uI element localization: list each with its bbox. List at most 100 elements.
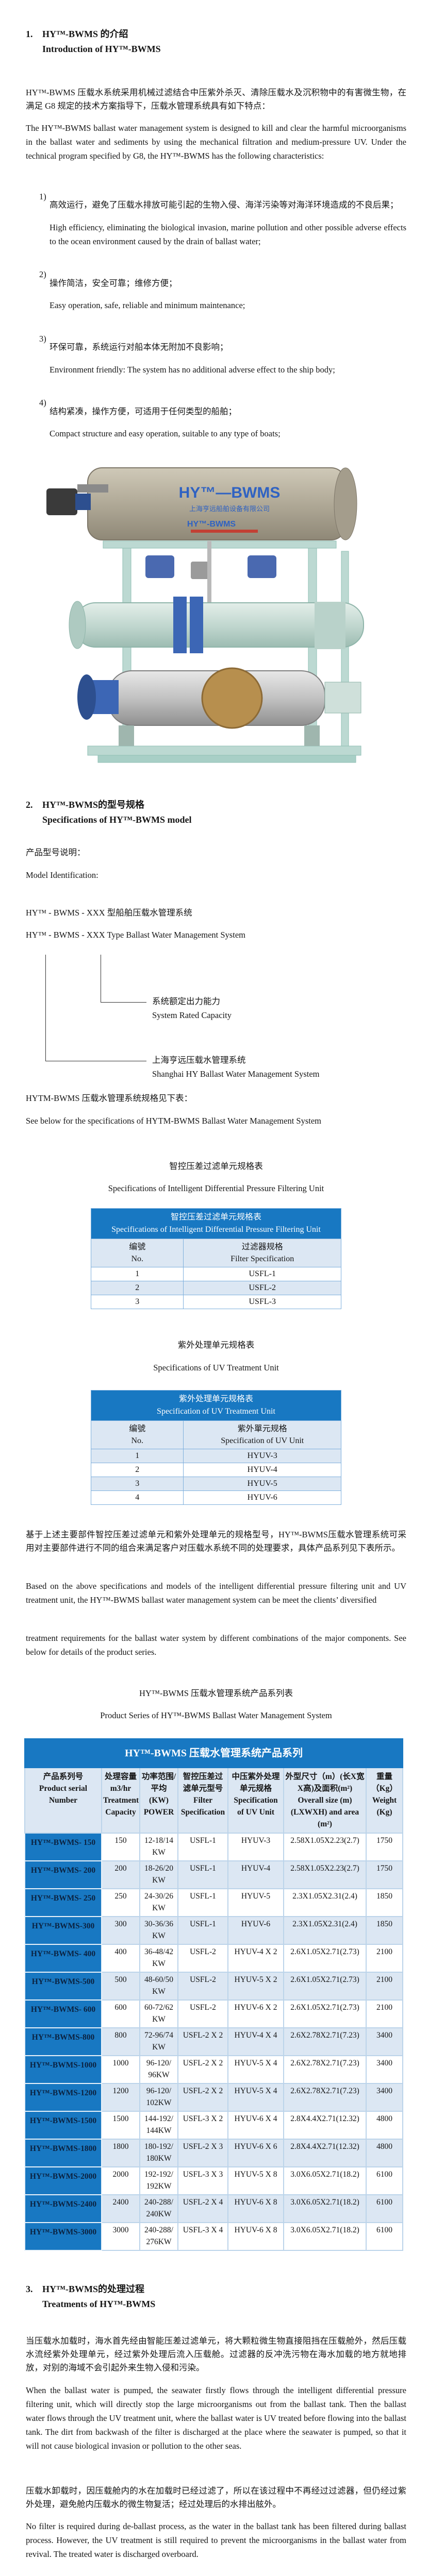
product-serial: HY™-BWMS- 250 [24,1888,102,1917]
product-serial: HY™-BWMS- 400 [24,1943,102,1973]
filter-spec: USFL-3 X 4 [177,2222,228,2251]
table-row: HY™-BWMS-1500 1500 144-192/ 144KW USFL-3… [24,2110,404,2140]
product-serial: HY™-BWMS- 600 [24,1999,102,2028]
table-row: HY™-BWMS-1800 1800 180-192/ 180KW USFL-2… [24,2138,404,2167]
column-header: 功率范围/平均 (KW) POWER [139,1767,178,1834]
list-item-en: Environment friendly: The system has no … [50,364,335,375]
model-id-en: Model Identification: [26,870,98,880]
based-paragraph-en1: Based on the above specifications and mo… [26,1581,406,1605]
product-serial: HY™-BWMS-2400 [24,2194,102,2223]
brand-label-en: Shanghai HY Ballast Water Management Sys… [152,1069,320,1079]
power: 180-192/ 180KW [139,2138,178,2167]
filter-spec-table-band: 智控压差过滤单元规格表 Specifications of Intelligent… [91,1208,341,1239]
vessel-red-mark [191,529,258,533]
uv-col-no: 编號 No. [90,1420,184,1449]
row-no: 4 [90,1490,184,1505]
column-header: 外型尺寸（m）(长X宽X高)及面积(m²) Overall size (m) (… [283,1767,367,1834]
capacity: 2000 [101,2166,140,2195]
model-string-zh: HY™ - BWMS - XXX 型船舶压载水管理系统 [26,907,192,918]
capacity: 300 [101,1916,140,1945]
uv-spec: HYUV-6 X 8 [227,2194,284,2223]
weight: 1750 [365,1832,404,1861]
section1-title-zh: HY™-BWMS 的介绍 [42,29,128,39]
brand-label-zh: 上海亨远压载水管理系统 [152,1055,246,1065]
section1-number: 1. [26,29,33,39]
see-below-en: See below for the specifications of HYTM… [26,1115,321,1126]
overall-size: 3.0X6.05X2.71(18.2) [283,2166,367,2195]
section3-title-zh: HY™-BWMS的处理过程 [42,2283,144,2294]
power: 144-192/ 144KW [139,2110,178,2140]
overall-size: 3.0X6.05X2.71(18.2) [283,2194,367,2223]
overall-size: 2.8X4.4X2.71(12.32) [283,2138,367,2167]
product-serial: HY™-BWMS-3000 [24,2222,102,2251]
row-spec: HYUV-3 [183,1449,341,1463]
row-no: 2 [90,1463,184,1477]
weight: 6100 [365,2166,404,2195]
power: 96-120/ 102KW [139,2082,178,2112]
overall-size: 2.6X1.05X2.71(2.73) [283,1999,367,2028]
weight: 1850 [365,1888,404,1917]
treatment-p2-en: No filter is required during de-ballast … [26,2521,406,2559]
table-row: 2 USFL-2 [90,1280,341,1295]
filter-spec: USFL-2 X 2 [177,2027,228,2056]
capacity-label-zh: 系统额定出力能力 [152,996,220,1006]
uv-spec: HYUV-6 X 4 [227,2110,284,2140]
capacity: 1000 [101,2055,140,2084]
product-series-table: HY™-BWMS 压载水管理系统产品系列 产品系列号 Product seria… [24,1738,404,2251]
list-item: 3) 环保可靠，系统运行对船本体无附加不良影响； Environment fri… [26,332,406,385]
power: 30-36/36 KW [139,1916,178,1945]
overall-size: 2.6X2.78X2.71(7.23) [283,2082,367,2112]
overall-size: 2.58X1.05X2.23(2.7) [283,1860,367,1889]
column-header: 中压紫外处理单元规格 Specification of UV Unit [227,1767,284,1834]
see-below-zh: HYTM-BWMS 压载水管理系统规格见下表： [26,1093,193,1103]
power: 60-72/62 KW [139,1999,178,2028]
system-photo: HY™—BWMS 上海亨远船舶设备有限公司 HY™-BWMS [46,467,364,762]
treatment-p2-zh: 压载水卸载时，因压载舱内的水在加载时已经过滤了，所以在该过程中不再经过过滤器，但… [26,2485,406,2509]
capacity: 400 [101,1943,140,1973]
filter-spec: USFL-2 [177,1971,228,2001]
uv-spec: HYUV-5 X 2 [227,1971,284,2001]
capacity-label-en: System Rated Capacity [152,1010,232,1020]
product-serial: HY™-BWMS-1800 [24,2138,102,2167]
table-row: 4 HYUV-6 [90,1490,341,1505]
weight: 3400 [365,2055,404,2084]
list-item-number: 4) [39,398,46,408]
ptable-caption-en: Product Series of HY™-BWMS Ballast Water… [100,1710,332,1720]
model-id-zh: 产品型号说明： [26,848,86,857]
list-item: 2) 操作简洁，安全可靠；维修方便； Easy operation, safe,… [26,268,406,321]
product-serial: HY™-BWMS-1200 [24,2082,102,2112]
weight: 1850 [365,1916,404,1945]
row-spec: HYUV-5 [183,1477,341,1491]
row-no: 1 [90,1266,184,1281]
capacity: 600 [101,1999,140,2028]
row-spec: HYUV-4 [183,1463,341,1477]
treatment-p1-zh: 当压载水加载时，海水首先经由智能压差过滤单元，将大颗粒微生物直接阻挡在压载舱外，… [26,2336,406,2372]
capacity: 500 [101,1971,140,2001]
list-item-en: Easy operation, safe, reliable and minim… [50,300,245,310]
filter-spec: USFL-1 [177,1832,228,1861]
table-row: HY™-BWMS- 250 250 24-30/26 KW USFL-1 HYU… [24,1888,404,1917]
capacity: 800 [101,2027,140,2056]
section2-number: 2. [26,799,33,810]
list-item-number: 2) [39,269,46,279]
product-serial: HY™-BWMS-1000 [24,2055,102,2084]
weight: 4800 [365,2138,404,2167]
vessel-logo: HY™—BWMS [179,484,281,501]
vessel-company: 上海亨远船舶设备有限公司 [189,505,270,513]
uv-spec: HYUV-4 X 2 [227,1943,284,1973]
uv-spec-table-band: 紫外处理单元规格表 Specification of UV Treatment U… [91,1390,341,1421]
product-serial: HY™-BWMS-500 [24,1971,102,2001]
uv-spec: HYUV-5 X 4 [227,2082,284,2112]
brand-connector-line [45,954,146,1061]
capacity: 250 [101,1888,140,1917]
filter-col-no: 编號 No. [90,1238,184,1267]
table-row: HY™-BWMS- 200 200 18-26/20 KW USFL-1 HYU… [24,1860,404,1889]
list-item: 1) 高效运行，避免了压载水排放可能引起的生物入侵、海洋污染等对海洋环境造成的不… [26,190,406,257]
uv-spec: HYUV-4 [227,1860,284,1889]
weight: 2100 [365,1999,404,2028]
row-no: 3 [90,1294,184,1309]
treatment-p1-en: When the ballast water is pumped, the se… [26,2385,406,2451]
table-row: HY™-BWMS- 400 400 36-48/42 KW USFL-2 HYU… [24,1943,404,1973]
list-item-number: 1) [39,191,46,201]
power: 12-18/14 KW [139,1832,178,1861]
